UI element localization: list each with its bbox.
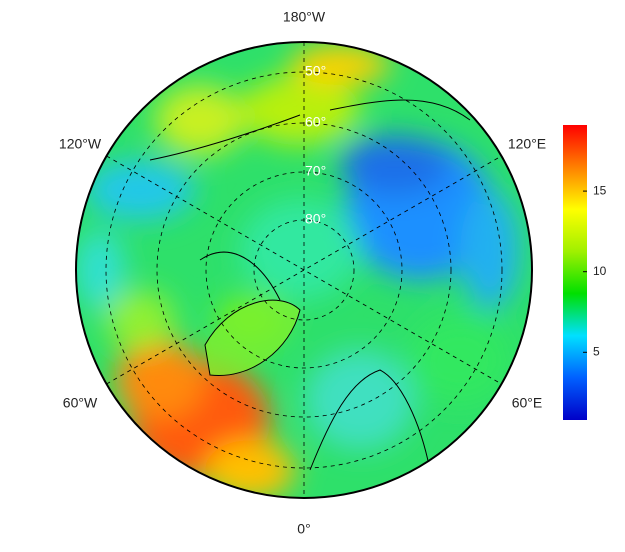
latitude-label: 80° [305,211,326,227]
latitude-circle [156,122,452,418]
colorbar [563,125,587,420]
longitude-label: 120°E [508,136,546,152]
longitude-label: 60°E [512,395,543,411]
latitude-label: 70° [305,163,326,179]
colorbar-tick-label: 10 [593,264,607,278]
longitude-label: 60°W [63,395,98,411]
graticule [105,42,503,498]
longitude-label: 180°W [283,9,326,25]
longitude-label: 120°W [59,136,102,152]
meridian-line [106,155,502,385]
map-border [75,41,533,499]
latitude-label: 50° [305,63,326,79]
latitude-label: 60° [305,114,326,130]
latitude-circle [205,171,403,369]
longitude-label: 0° [297,521,310,537]
colorbar-tick-label: 15 [593,183,607,197]
latitude-circle [105,71,503,469]
colorbar-tick-label: 5 [593,344,600,358]
